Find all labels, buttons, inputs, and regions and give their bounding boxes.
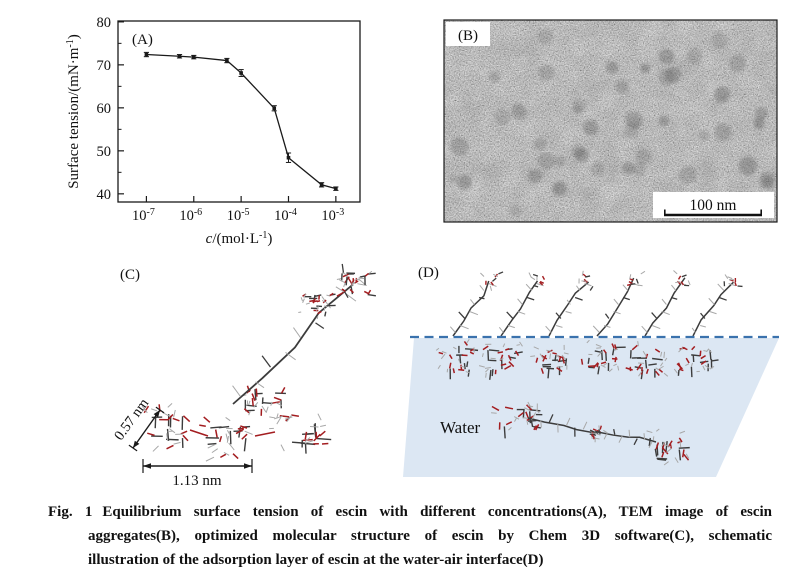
x-axis-label: c/(mol·L-1) [206,230,273,247]
caption-line-2: aggregates(B), optimized molecular struc… [88,528,772,544]
tem-mottling [444,20,777,222]
water-label: Water [440,418,480,437]
y-tick-label: 50 [97,144,112,160]
scale-bar: 100 nm [653,192,774,218]
molecule-head-cluster [673,345,719,378]
data-point [334,186,338,191]
y-axis-label: Surface tension/(mN·m-1) [65,34,82,189]
x-tick-label: 10-4 [274,207,297,224]
molecule-tail [641,270,691,337]
molecule-tail [545,270,594,337]
molecule-head-cluster [269,413,332,454]
molecular-structure: (C) 0.57 nm 1.13 nm [111,263,376,489]
scale-bar-box [653,192,774,218]
molecule-head-cluster [199,416,253,462]
data-point [319,183,324,187]
panel-b-label-box [446,22,490,46]
plot-frame [117,20,361,203]
molecule-head-cluster [336,270,376,297]
escin-molecules-at-interface [435,270,743,466]
molecule-head-cluster [478,341,523,380]
dimension-113nm: 1.13 nm [142,459,253,489]
adsorption-schematic: (D) Water [403,265,779,477]
panel-b-label: (B) [458,28,478,44]
panel-c-label: (C) [120,267,140,283]
data-point [191,55,196,59]
dimension-057nm-label: 0.57 nm [111,395,152,443]
water-region [403,338,779,477]
x-tick-label: 10-7 [132,207,155,224]
caption-line-3: illustration of the adsorption layer of … [88,552,544,568]
molecule-head-cluster [141,402,191,452]
dimension-057nm: 0.57 nm [111,395,165,452]
molecule-tail [589,425,657,449]
dimension-113nm-label: 1.13 nm [172,473,222,489]
chart-axes-and-data: 40 50 60 70 80 10-7 10-6 10-5 10-4 10-3 c/(mol·L-1… [65,15,361,247]
data-point [272,106,277,111]
escin-molecule [141,263,376,462]
molecule-head-cluster [625,341,669,380]
tem-border [443,19,778,223]
figure-caption: Fig. 1 Equilibrium surface tension of esc… [48,500,772,572]
tem-aggregate-spots [448,28,777,217]
panel-a-label: (A) [132,32,153,48]
molecule-tail [592,270,646,337]
data-point [286,155,291,160]
figure-number: Fig. 1 [48,504,93,520]
y-tick-label: 60 [97,101,112,117]
molecule-tail [449,271,504,337]
molecule-tail [691,274,743,337]
y-tick-label: 70 [97,58,112,74]
molecule-head-cluster [491,401,543,439]
caption-line-1: Fig. 1 Equilibrium surface tension of esc… [48,500,772,524]
data-point [177,54,182,59]
data-point [239,71,243,75]
caption-text-1: Equilibrium surface tension of escin wit… [102,504,772,520]
x-tick-label: 10-3 [321,207,344,224]
data-point [144,52,149,57]
y-tick-label: 80 [97,15,112,31]
panel-d-label: (D) [418,265,439,281]
molecule-head-cluster [580,339,626,375]
molecule-head-cluster [530,344,569,379]
y-tick-label: 40 [97,187,112,203]
tem-image: (B) 100 nm [443,19,778,223]
molecule-head-cluster [646,428,690,466]
x-tick-label: 10-6 [179,207,202,224]
surface-tension-chart: (A) 40 50 60 70 80 10-7 10-6 10-5 10-4 10-3 c/(mol… [65,15,361,247]
molecule-tail [498,272,546,337]
molecule-head-cluster [298,292,336,320]
molecule-head-cluster [435,338,479,380]
x-tick-label: 10-5 [227,207,250,224]
data-point [225,58,229,63]
scale-bar-label: 100 nm [690,197,737,214]
